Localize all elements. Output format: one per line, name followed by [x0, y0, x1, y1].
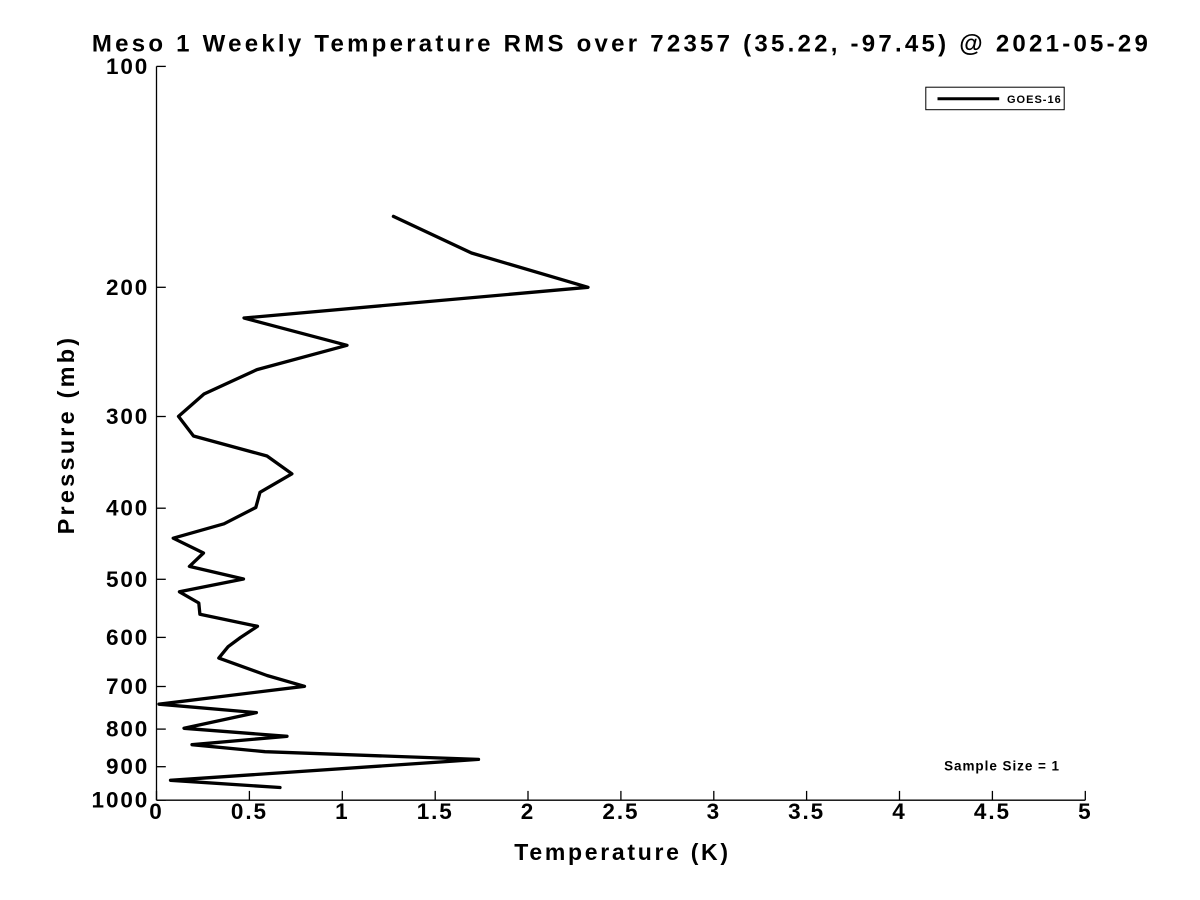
svg-text:GOES-16: GOES-16: [1007, 94, 1062, 106]
svg-text:4: 4: [892, 799, 906, 824]
svg-text:400: 400: [106, 496, 149, 521]
svg-text:5: 5: [1078, 799, 1092, 824]
svg-text:Sample Size = 1: Sample Size = 1: [944, 759, 1060, 774]
svg-text:200: 200: [106, 275, 149, 300]
svg-text:700: 700: [106, 674, 149, 699]
svg-text:Temperature (K): Temperature (K): [514, 839, 730, 865]
svg-text:Pressure (mb): Pressure (mb): [53, 335, 79, 535]
svg-text:0: 0: [149, 799, 163, 824]
svg-text:1.5: 1.5: [417, 799, 454, 824]
svg-text:0.5: 0.5: [231, 799, 268, 824]
svg-text:3.5: 3.5: [788, 799, 825, 824]
svg-text:500: 500: [106, 567, 149, 592]
svg-text:300: 300: [106, 404, 149, 429]
svg-text:1: 1: [335, 799, 349, 824]
svg-text:3: 3: [707, 799, 721, 824]
svg-text:900: 900: [106, 754, 149, 779]
svg-text:Meso 1 Weekly Temperature RMS: Meso 1 Weekly Temperature RMS over 72357…: [92, 31, 1151, 58]
svg-text:2.5: 2.5: [602, 799, 639, 824]
svg-text:4.5: 4.5: [974, 799, 1011, 824]
svg-text:600: 600: [106, 625, 149, 650]
svg-text:100: 100: [106, 54, 149, 79]
svg-text:2: 2: [521, 799, 535, 824]
svg-text:1000: 1000: [92, 788, 150, 813]
svg-text:800: 800: [106, 717, 149, 742]
